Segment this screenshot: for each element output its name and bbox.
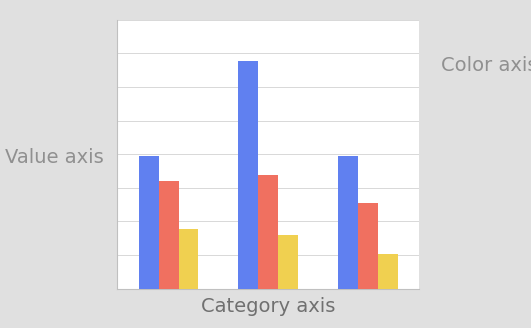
Bar — [358, 203, 378, 289]
Bar — [238, 61, 258, 289]
Bar — [378, 254, 398, 289]
Text: Value axis: Value axis — [5, 148, 104, 167]
Bar — [139, 156, 159, 289]
Bar — [278, 235, 298, 289]
Text: Color axis: Color axis — [441, 56, 531, 75]
Bar — [258, 175, 278, 289]
Bar — [338, 156, 358, 289]
Bar — [178, 229, 199, 289]
X-axis label: Category axis: Category axis — [201, 297, 336, 316]
Bar — [159, 181, 178, 289]
